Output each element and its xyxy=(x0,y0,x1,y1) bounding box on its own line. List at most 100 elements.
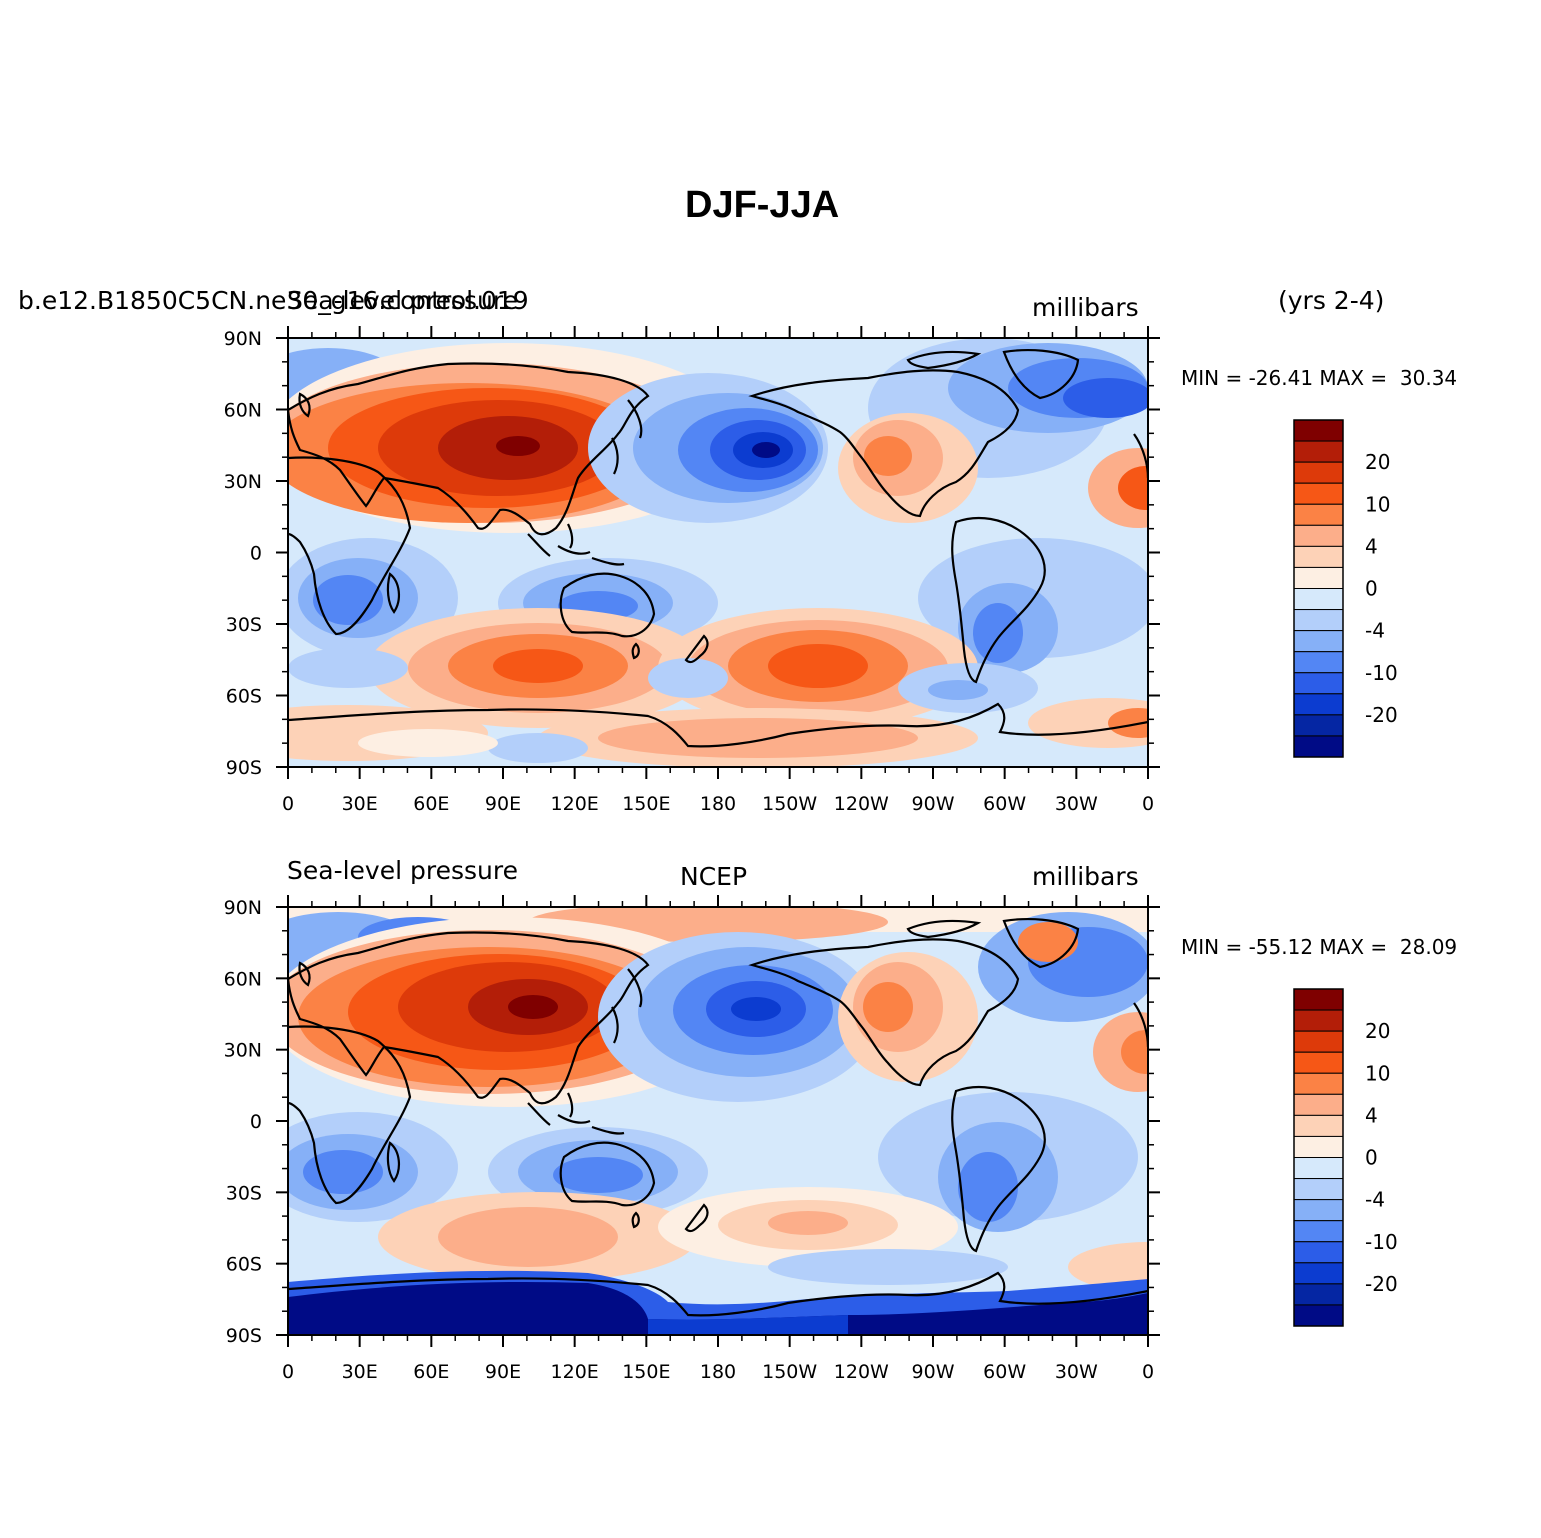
panel2-colorbar-color-swatch xyxy=(1293,1157,1344,1180)
panel2-colorbar-tick-label: -10 xyxy=(1365,1230,1398,1254)
panel2-colorbar-color-swatch xyxy=(1293,1178,1344,1201)
panel2-lon-label: 150E xyxy=(622,1361,670,1383)
panel2-colorbar-tick-label: 0 xyxy=(1365,1146,1378,1170)
panel1-min-max: MIN = -26.41 MAX = 30.34 xyxy=(1181,366,1458,390)
panel2-center-label: NCEP xyxy=(680,862,748,891)
panel2-colorbar-color-swatch xyxy=(1293,1304,1344,1327)
panel2-colorbar-color-swatch xyxy=(1293,988,1344,1011)
panel1-lon-label: 120W xyxy=(834,793,889,815)
panel2-colorbar-color-swatch xyxy=(1293,1199,1344,1222)
panel1-lat-label: 90S xyxy=(226,757,262,779)
panel2-lon-label: 180 xyxy=(700,1361,736,1383)
panel2-units-label: millibars xyxy=(1032,862,1139,891)
panel2-colorbar-color-swatch xyxy=(1293,1009,1344,1032)
panel2-colorbar-color-swatch xyxy=(1293,1051,1344,1074)
panel2-lat-label: 90N xyxy=(224,897,262,919)
panel1-left-label: b.e12.B1850C5CN.ne30_g16.control.019 xyxy=(18,286,529,315)
panel2-map xyxy=(287,906,1149,1336)
panel1-colorbar-color-swatch xyxy=(1293,545,1344,568)
panel1-lat-label: 60S xyxy=(226,686,262,708)
panel2-colorbar-tick-label: -4 xyxy=(1365,1188,1385,1212)
panel2-lat-label: 90S xyxy=(226,1325,262,1347)
panel1-left-label-overlay: Sea-level pressure xyxy=(287,286,518,315)
panel2-lat-label: 0 xyxy=(250,1111,262,1133)
panel1-colorbar-frame xyxy=(1293,419,1344,758)
panel1-axes: 90N 60N 30N 0 30S 60S 90S 0 30E 60E 90E 120E 150E 180… xyxy=(224,326,1160,815)
panel1-colorbar-tick-label: 4 xyxy=(1365,534,1378,558)
panel1-colorbar-tick-label: 20 xyxy=(1365,450,1390,474)
panel1-colorbar-color-swatch xyxy=(1293,419,1344,442)
panel2-min-max: MIN = -55.12 MAX = 28.09 xyxy=(1181,935,1458,959)
panel2-colorbar-color-swatch xyxy=(1293,1093,1344,1116)
panel1-colorbar: 20 10 4 0 -4 -10 -20 xyxy=(1293,419,1398,758)
figure-title: DJF-JJA xyxy=(685,184,840,226)
panel1-units-label: millibars xyxy=(1032,293,1139,322)
panel1-colorbar-color-swatch xyxy=(1293,566,1344,589)
panel2-colorbar-color-swatch xyxy=(1293,1241,1344,1264)
panel2-lat-label: 30N xyxy=(224,1040,262,1062)
panel2-colorbar-color-swatch xyxy=(1293,1283,1344,1306)
panel1-lon-label: 150W xyxy=(762,793,817,815)
panel2-lon-label: 60W xyxy=(983,1361,1026,1383)
panel1-colorbar-color-swatch xyxy=(1293,588,1344,611)
panel1-lat-label: 30S xyxy=(226,614,262,636)
panel2-lon-label: 120W xyxy=(834,1361,889,1383)
panel1-lat-label: 90N xyxy=(224,328,262,350)
panel1-lon-label: 90W xyxy=(912,793,955,815)
panel1-lon-label: 90E xyxy=(485,793,521,815)
panel1-map xyxy=(287,337,1149,768)
panel1-lon-label: 30E xyxy=(342,793,378,815)
panel1-lon-label: 60E xyxy=(413,793,449,815)
panel2-left-label: Sea-level pressure xyxy=(287,856,518,885)
panel1-colorbar-tick-label: -20 xyxy=(1365,703,1398,727)
panel2-colorbar: 20 10 4 0 -4 -10 -20 xyxy=(1293,988,1398,1327)
panel1-years-label: (yrs 2-4) xyxy=(1278,286,1385,315)
panel2-colorbar-frame xyxy=(1293,988,1344,1327)
panel2-colorbar-color-swatch xyxy=(1293,1220,1344,1243)
panel1-colorbar-color-swatch xyxy=(1293,524,1344,547)
panel1-lat-label: 60N xyxy=(224,400,262,422)
panel2-colorbar-color-swatch xyxy=(1293,1262,1344,1285)
panel1-colorbar-tick-label: -10 xyxy=(1365,661,1398,685)
panel1-lon-label: 120E xyxy=(551,793,599,815)
panel2-colorbar-color-swatch xyxy=(1293,1030,1344,1053)
panel2-colorbar-color-swatch xyxy=(1293,1072,1344,1095)
panel1-colorbar-color-swatch xyxy=(1293,672,1344,695)
panel2-lon-label: 120E xyxy=(551,1361,599,1383)
panel2-colorbar-tick-label: 20 xyxy=(1365,1019,1390,1043)
panel1-colorbar-color-swatch xyxy=(1293,482,1344,505)
panel1-colorbar-color-swatch xyxy=(1293,630,1344,653)
panel2-lon-label: 90W xyxy=(912,1361,955,1383)
panel1-lat-label: 30N xyxy=(224,471,262,493)
panel2-lon-label: 30W xyxy=(1055,1361,1098,1383)
panel2-colorbar-tick-label: 10 xyxy=(1365,1061,1390,1085)
panel2-colorbar-tick-label: -20 xyxy=(1365,1272,1398,1296)
panel2-lat-label: 60S xyxy=(226,1254,262,1276)
panel2-axes: 90N 60N 30N 0 30S 60S 90S 0 30E 60E 90E 120E 150E 180… xyxy=(224,895,1160,1383)
panel1-colorbar-color-swatch xyxy=(1293,714,1344,737)
panel2-lon-label: 0 xyxy=(282,1361,294,1383)
panel1-lon-label: 0 xyxy=(282,793,294,815)
panel2-lon-label: 30E xyxy=(342,1361,378,1383)
panel1-colorbar-color-swatch xyxy=(1293,651,1344,674)
panel2-lat-label: 60N xyxy=(224,968,262,990)
panel2-colorbar-color-swatch xyxy=(1293,1135,1344,1158)
panel1-lat-label: 0 xyxy=(250,543,262,565)
panel2-lon-label: 90E xyxy=(485,1361,521,1383)
panel1-lon-label: 180 xyxy=(700,793,736,815)
panel1-lon-label: 60W xyxy=(983,793,1026,815)
panel2-lon-label: 0 xyxy=(1142,1361,1154,1383)
panel1-lon-label: 150E xyxy=(622,793,670,815)
panel1-colorbar-color-swatch xyxy=(1293,693,1344,716)
panel1-colorbar-color-swatch xyxy=(1293,609,1344,632)
panel1-colorbar-color-swatch xyxy=(1293,461,1344,484)
panel2-lon-label: 150W xyxy=(762,1361,817,1383)
panel1-lon-label: 0 xyxy=(1142,793,1154,815)
panel1-colorbar-tick-label: -4 xyxy=(1365,619,1385,643)
panel2-colorbar-tick-label: 4 xyxy=(1365,1103,1378,1127)
panel2-lat-label: 30S xyxy=(226,1182,262,1204)
panel1-colorbar-color-swatch xyxy=(1293,503,1344,526)
panel2-lon-label: 60E xyxy=(413,1361,449,1383)
